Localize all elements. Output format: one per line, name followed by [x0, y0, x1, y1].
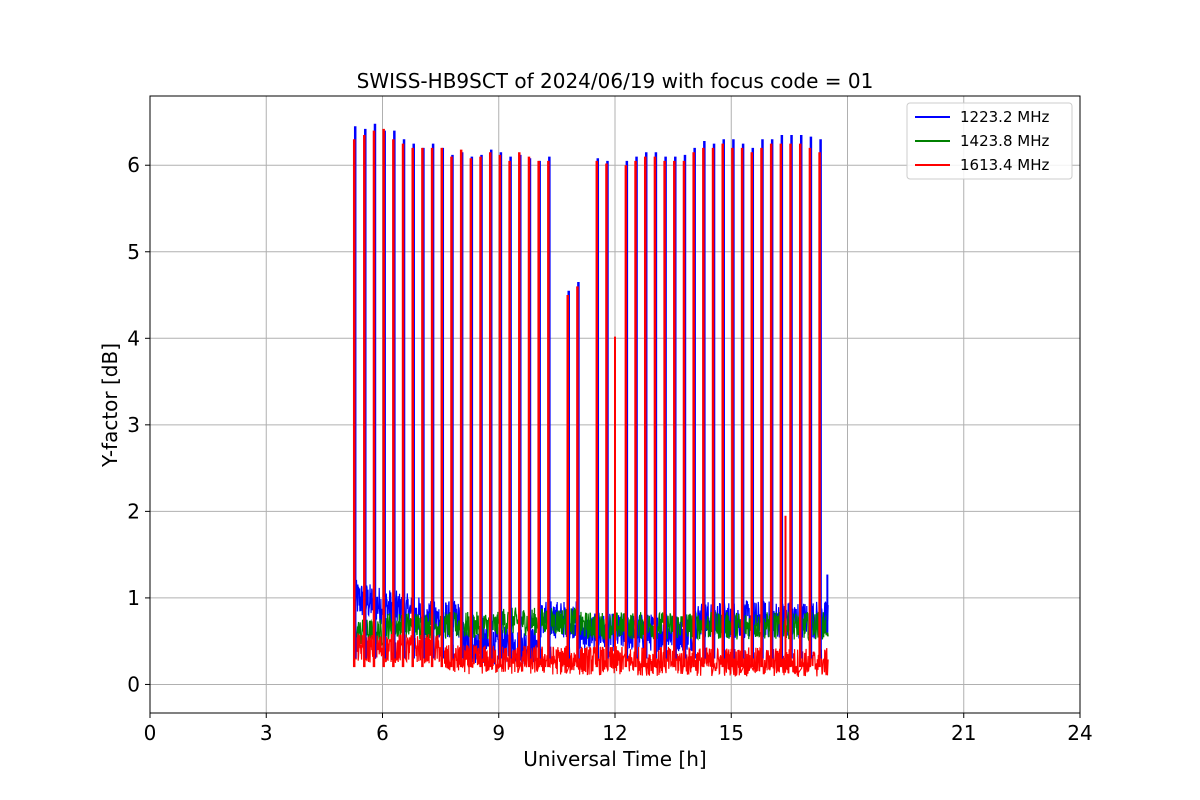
plot-area — [352, 123, 829, 678]
legend-label-1423: 1423.8 MHz — [960, 132, 1049, 150]
x-tick-label: 9 — [492, 721, 505, 745]
x-tick-label: 24 — [1067, 721, 1092, 745]
series-line-1613 — [354, 633, 829, 678]
legend-label-1613: 1613.4 MHz — [960, 156, 1049, 174]
y-tick-label: 1 — [127, 586, 140, 610]
y-axis-label: Y-factor [dB] — [98, 343, 122, 468]
legend-label-1223: 1223.2 MHz — [960, 108, 1049, 126]
legend-box — [906, 102, 1073, 180]
chart-title: SWISS-HB9SCT of 2024/06/19 with focus co… — [357, 69, 874, 93]
y-tick-label: 6 — [127, 153, 140, 177]
x-axis-label: Universal Time [h] — [523, 747, 706, 771]
x-tick-label: 18 — [835, 721, 860, 745]
y-tick-label: 0 — [127, 672, 140, 696]
y-tick-label: 5 — [127, 240, 140, 264]
y-tick-label: 4 — [127, 326, 140, 350]
x-tick-label: 3 — [260, 721, 273, 745]
series-line-1423 — [354, 607, 829, 646]
x-tick-label: 0 — [144, 721, 157, 745]
x-tick-label: 6 — [376, 721, 389, 745]
legend: 1223.2 MHz 1423.8 MHz 1613.4 MHz — [906, 102, 1073, 180]
x-tick-label: 21 — [951, 721, 976, 745]
y-tick-label: 3 — [127, 413, 140, 437]
x-tick-label: 15 — [719, 721, 744, 745]
y-tick-label: 2 — [127, 499, 140, 523]
x-tick-label: 12 — [602, 721, 627, 745]
